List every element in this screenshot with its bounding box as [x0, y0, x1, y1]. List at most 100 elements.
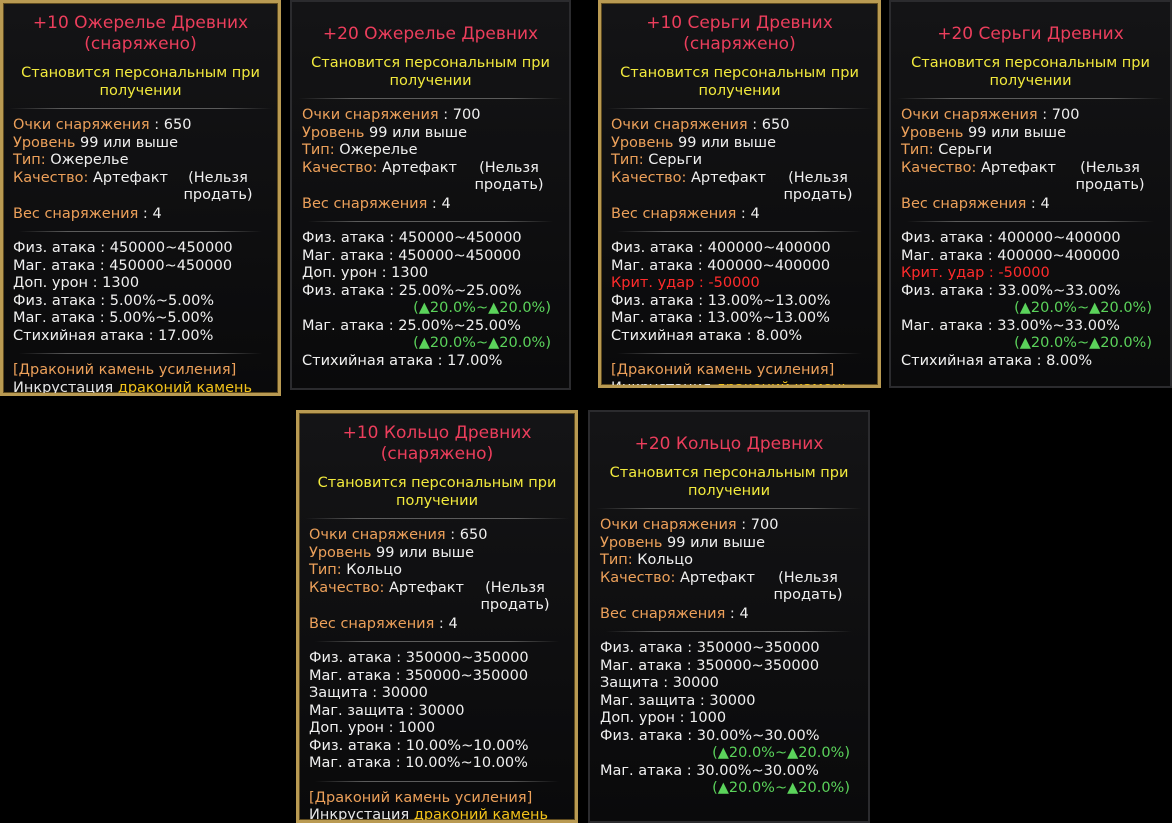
- bind-notice: Становится персональным при получении: [620, 65, 859, 99]
- unsellable-note: (Нельзя продать): [474, 159, 544, 194]
- stat-line: Доп. урон : 1000: [600, 710, 727, 726]
- gear-score-value: 650: [163, 117, 192, 133]
- quality-label: Качество:: [302, 159, 378, 176]
- quality-group: Качество: Артефакт: [611, 170, 766, 205]
- stat-line: Физ. атака : 400000~400000: [611, 240, 831, 256]
- weight-row: Вес снаряжения : 4: [600, 605, 749, 622]
- stat-line: Физ. атака : 25.00%~25.00%: [302, 282, 522, 299]
- weight-label: Вес снаряжения: [600, 605, 726, 622]
- stat-line: Физ. атака : 10.00%~10.00%: [309, 737, 529, 754]
- stat-line: Защита : 30000: [309, 685, 428, 701]
- unsellable-note: (Нельзя продать): [783, 169, 853, 204]
- level-label: Уровень: [611, 134, 674, 151]
- weight-label: Вес снаряжения: [13, 205, 139, 222]
- socket-prefix: Инкрустация: [611, 379, 712, 388]
- stat-bonus: (▲20.0%~▲20.0%): [413, 300, 551, 316]
- gear-score-row: Очки снаряжения : 650: [611, 117, 790, 133]
- item-info: Очки снаряжения : 700 Уровень 99 или выше…: [590, 517, 868, 798]
- gear-score-label: Очки снаряжения: [302, 107, 439, 123]
- quality-group: Качество: Артефакт: [302, 160, 457, 195]
- level-label: Уровень: [302, 124, 365, 141]
- item-info: Очки снаряжения : 700 Уровень 99 или выше…: [891, 107, 1170, 370]
- level-row: Уровень 99 или выше: [901, 125, 1160, 143]
- type-label: Тип:: [600, 552, 633, 568]
- socket-stone-name: драконий камень: [413, 807, 549, 823]
- gear-score-value: 700: [452, 107, 481, 123]
- stat-line: Крит. удар : -50000: [901, 265, 1050, 281]
- type-label: Тип:: [309, 562, 342, 578]
- quality-value: Артефакт: [389, 579, 464, 596]
- stat-line: Физ. атака : 33.00%~33.00%: [901, 282, 1121, 299]
- divider: [19, 353, 262, 354]
- type-value: Ожерелье: [50, 152, 129, 168]
- gear-score-label: Очки снаряжения: [600, 517, 737, 533]
- item-title: +10 Ожерелье Древних (снаряжено): [32, 13, 249, 54]
- stat-bonus: (▲20.0%~▲20.0%): [413, 335, 551, 351]
- level-row: Уровень 99 или выше: [611, 135, 868, 153]
- quality-row: Качество: Артефакт (Нельзя продать): [611, 170, 868, 205]
- quality-label: Качество:: [901, 159, 977, 176]
- item-title: +20 Ожерелье Древних: [322, 24, 539, 44]
- type-row: Тип: Кольцо: [309, 562, 565, 580]
- quality-value: Артефакт: [382, 159, 457, 176]
- stat-line: Маг. атака : 450000~450000: [13, 257, 233, 274]
- gear-score-value: 700: [1051, 107, 1080, 123]
- type-label: Тип:: [13, 152, 46, 168]
- bind-notice: Становится персональным при получении: [317, 475, 557, 509]
- dragon-stone-socket: Инкрустация драконий камень: [611, 379, 868, 388]
- bind-notice: Становится персональным при получении: [21, 65, 260, 99]
- stat-line: Доп. урон : 1300: [13, 275, 140, 291]
- stat-bonus: (▲20.0%~▲20.0%): [712, 780, 850, 796]
- type-value: Кольцо: [346, 562, 402, 578]
- stat-line: Маг. атака : 10.00%~10.00%: [309, 755, 528, 771]
- gear-score-value: 650: [761, 117, 790, 133]
- bind-notice: Становится персональным при получении: [311, 55, 550, 89]
- stat-line: Маг. атака : 13.00%~13.00%: [611, 310, 830, 326]
- item-info: Очки снаряжения : 650 Уровень 99 или выше…: [3, 117, 278, 394]
- gear-score-row: Очки снаряжения : 650: [309, 527, 488, 543]
- tooltip-earrings-equipped: +10 Серьги Древних (снаряжено) Становится…: [598, 0, 881, 388]
- tooltip-ring-equipped: +10 Кольцо Древних (снаряжено) Становится…: [296, 410, 578, 823]
- stat-line: Маг. атака : 25.00%~25.00%: [302, 317, 521, 334]
- type-row: Тип: Кольцо: [600, 552, 858, 570]
- bind-notice: Становится персональным при получении: [911, 55, 1150, 89]
- gear-score-row: Очки снаряжения : 700: [901, 107, 1080, 123]
- weight-row: Вес снаряжения : 4: [13, 205, 162, 222]
- stat-bonus: (▲20.0%~▲20.0%): [712, 745, 850, 761]
- type-label: Тип:: [302, 142, 335, 158]
- stat-line: Стихийная атака : 17.00%: [302, 352, 503, 369]
- quality-value: Артефакт: [691, 169, 766, 186]
- weight-row: Вес снаряжения : 4: [302, 195, 451, 212]
- stat-line: Маг. защита : 30000: [309, 702, 465, 719]
- weight-value: 4: [739, 605, 749, 622]
- tooltip-ring-compare: +20 Кольцо Древних Становится персональны…: [588, 410, 870, 823]
- stat-line: Маг. атака : 30.00%~30.00%: [600, 762, 819, 779]
- divider: [305, 518, 569, 519]
- bind-notice: Становится персональным при получении: [609, 465, 849, 499]
- divider: [298, 98, 563, 99]
- gear-score-value: 700: [750, 517, 779, 533]
- weight-label: Вес снаряжения: [302, 195, 428, 212]
- item-title: +10 Кольцо Древних (снаряжено): [342, 423, 532, 464]
- socket-stone-name: драконий камень: [715, 379, 851, 388]
- stat-line: Крит. удар : -50000: [611, 275, 760, 291]
- level-label: Уровень: [600, 534, 663, 551]
- stat-line: Физ. атака : 400000~400000: [901, 230, 1121, 246]
- divider: [315, 641, 559, 642]
- weight-value: 4: [441, 195, 451, 212]
- tooltip-necklace-equipped: +10 Ожерелье Древних (снаряжено) Становит…: [0, 0, 281, 396]
- level-row: Уровень 99 или выше: [600, 535, 858, 553]
- stat-line: Физ. атака : 450000~450000: [13, 240, 233, 256]
- item-title: +20 Серьги Древних: [937, 24, 1124, 44]
- quality-row: Качество: Артефакт (Нельзя продать): [901, 160, 1160, 195]
- stat-line: Маг. атака : 5.00%~5.00%: [13, 310, 214, 326]
- stat-line: Стихийная атака : 8.00%: [611, 327, 803, 344]
- divider: [596, 508, 862, 509]
- dragon-stone-socket: Инкрустация драконий камень: [13, 380, 268, 394]
- unsellable-note: (Нельзя продать): [1075, 159, 1145, 194]
- divider: [308, 221, 553, 222]
- type-value: Кольцо: [637, 552, 693, 568]
- divider: [617, 231, 862, 232]
- weight-label: Вес снаряжения: [611, 205, 737, 222]
- level-value: 99: [80, 134, 99, 151]
